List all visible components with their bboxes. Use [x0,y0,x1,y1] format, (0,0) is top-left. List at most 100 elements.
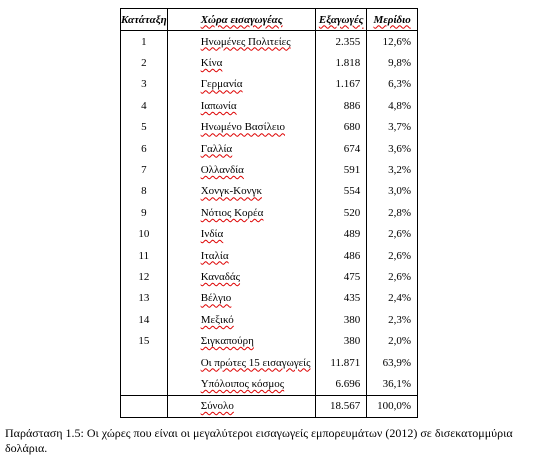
table-cell: 1.167 [315,73,368,96]
table-cell: 1.818 [315,52,368,74]
table-cell: 11.871 [315,351,368,374]
table-row: 6 Γαλλία 674 3,6% [120,137,418,160]
table-cell: Ιαπωνία [166,95,317,117]
table-cell: Ηνωμένες Πολιτείες [166,30,317,53]
imports-table: Κατάταξη Χώρα εισαγωγέας Εξαγωγές Μερίδι… [120,8,418,418]
summary-row: Οι πρώτες 15 εισαγωγείς 11.871 63,9% [120,351,418,374]
table-cell: 2,3% [366,309,418,331]
table-cell: 6 [120,137,168,160]
table-row: 8 Χονγκ-Κονγκ 554 3,0% [120,180,418,203]
table-cell: 2,6% [366,244,418,267]
table-cell: 6,3% [366,73,418,96]
summary-row: Σύνολο 18.567 100,0% [120,394,418,418]
table-cell: Κίνα [166,52,317,74]
header-cell: Εξαγωγές [315,8,368,31]
table-cell: Νότιος Κορέα [166,202,317,224]
table-cell: 15 [120,330,168,352]
table-cell: 12 [120,266,168,288]
table-cell: 5 [120,116,168,138]
table-cell: Ολλανδία [166,159,317,181]
table-cell: 100,0% [366,394,418,418]
table-cell: 489 [315,223,368,245]
table-cell: 3,7% [366,116,418,138]
table-row: 1 Ηνωμένες Πολιτείες 2.355 12,6% [120,30,418,53]
table-cell: 680 [315,116,368,138]
table-cell: 674 [315,137,368,160]
table-row: 2 Κίνα 1.818 9,8% [120,52,418,74]
table-cell: 3,6% [366,137,418,160]
caption: Παράσταση 1.5: Οι χώρες που είναι οι μεγ… [5,426,513,455]
table-cell: 63,9% [366,351,418,374]
table-head: Κατάταξη Χώρα εισαγωγέας Εξαγωγές Μερίδι… [120,8,418,31]
table-cell: Γερμανία [166,73,317,96]
summary-row: Υπόλοιπος κόσμος 6.696 36,1% [120,373,418,396]
table-cell: 2,6% [366,223,418,245]
table-cell: 435 [315,287,368,310]
table-cell: Καναδάς [166,266,317,288]
table-cell: 13 [120,287,168,310]
table-cell: 2.355 [315,30,368,53]
header-row: Κατάταξη Χώρα εισαγωγέας Εξαγωγές Μερίδι… [120,8,418,31]
table-cell: 18.567 [315,394,368,418]
table-cell: 486 [315,244,368,267]
table-row: 9 Νότιος Κορέα 520 2,8% [120,202,418,224]
table-row: 3 Γερμανία 1.167 6,3% [120,73,418,96]
table-cell: Ηνωμένο Βασίλειο [166,116,317,138]
table-cell: 2,4% [366,287,418,310]
table-cell: 36,1% [366,373,418,396]
table-cell: 3 [120,73,168,96]
table-cell: Μεξικό [166,309,317,331]
table-row: 15 Σιγκαπούρη 380 2,0% [120,330,418,352]
table-cell: Οι πρώτες 15 εισαγωγείς [166,351,317,374]
table-cell: 2,0% [366,330,418,352]
table-cell: 554 [315,180,368,203]
table-row: 14 Μεξικό 380 2,3% [120,309,418,331]
table-body: 1 Ηνωμένες Πολιτείες 2.355 12,6% 2 Κίνα 1.818 9… [120,30,418,418]
table-row: 7 Ολλανδία 591 3,2% [120,159,418,181]
table-cell: Χονγκ-Κονγκ [166,180,317,203]
table-cell: 11 [120,244,168,267]
header-cell: Κατάταξη [120,8,168,31]
table-cell: 3,0% [366,180,418,203]
table-cell: 12,6% [366,30,418,53]
table-cell: 2,6% [366,266,418,288]
table-row: 5 Ηνωμένο Βασίλειο 680 3,7% [120,116,418,138]
table-cell: Σύνολο [166,394,317,418]
table-cell: 2 [120,52,168,74]
table-cell: 2,8% [366,202,418,224]
table-cell: 7 [120,159,168,181]
table-cell: 4 [120,95,168,117]
table-cell: 475 [315,266,368,288]
empty-cell [120,351,168,374]
header-cell: Μερίδιο [366,8,418,31]
table-cell: 1 [120,30,168,53]
header-cell: Χώρα εισαγωγέας [166,8,317,31]
table-cell: Υπόλοιπος κόσμος [166,373,317,396]
table-cell: 8 [120,180,168,203]
table-cell: 380 [315,330,368,352]
empty-cell [120,394,168,418]
table-cell: 520 [315,202,368,224]
table-row: 11 Ιταλία 486 2,6% [120,244,418,267]
table-cell: 3,2% [366,159,418,181]
table-row: 12 Καναδάς 475 2,6% [120,266,418,288]
table-cell: 886 [315,95,368,117]
table-cell: Βέλγιο [166,287,317,310]
table-cell: 9,8% [366,52,418,74]
table-cell: 14 [120,309,168,331]
table-cell: Ιταλία [166,244,317,267]
table-cell: 4,8% [366,95,418,117]
empty-cell [120,373,168,396]
table-cell: 591 [315,159,368,181]
table-cell: 6.696 [315,373,368,396]
table-cell: 9 [120,202,168,224]
table-cell: Ινδία [166,223,317,245]
table-cell: 10 [120,223,168,245]
table-row: 13 Βέλγιο 435 2,4% [120,287,418,310]
table-cell: 380 [315,309,368,331]
table-cell: Γαλλία [166,137,317,160]
table-row: 4 Ιαπωνία 886 4,8% [120,95,418,117]
table-cell: Σιγκαπούρη [166,330,317,352]
table-row: 10 Ινδία 489 2,6% [120,223,418,245]
